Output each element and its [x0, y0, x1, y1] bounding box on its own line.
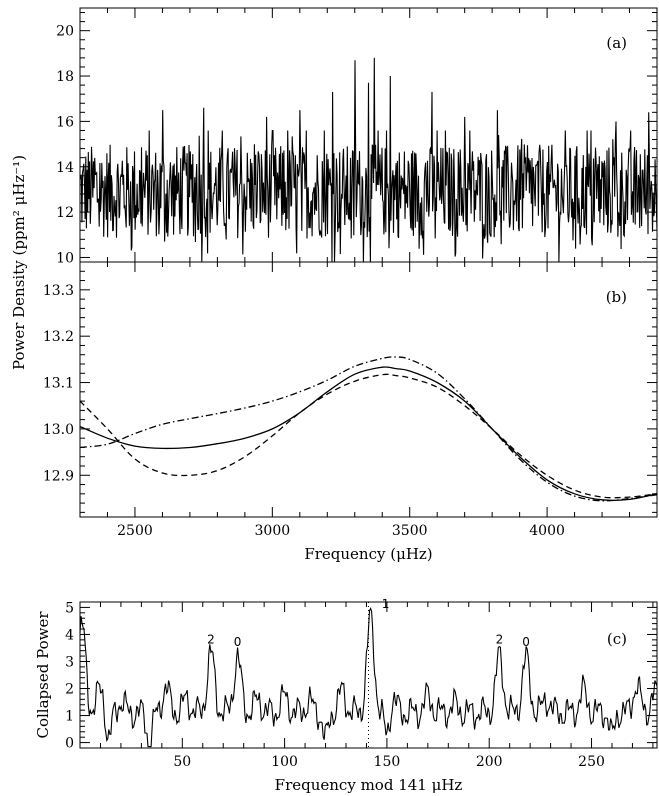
- y-tick-label: 12: [56, 205, 74, 221]
- y-tick-label: 3: [65, 654, 74, 670]
- panel-b: 2500 3000 3500 4000 12.9 13.0 13.1 13.2 13.3 (b) F…: [10, 155, 658, 563]
- y-tick-label: 20: [56, 24, 74, 40]
- y-tick-label: 13.3: [43, 283, 74, 299]
- y-tick-label: 13.2: [43, 329, 74, 345]
- peak-label: 0: [522, 635, 530, 649]
- x-tick-label: 4000: [529, 523, 565, 539]
- y-tick-label: 5: [65, 600, 74, 616]
- series-line-collapsed: [79, 607, 658, 748]
- x-tick-label: 3500: [392, 523, 428, 539]
- panel-b-frame: [79, 261, 658, 518]
- y-tick-label: 14: [56, 160, 74, 176]
- y-tick-label: 16: [56, 114, 74, 130]
- y-tick-label: 13.1: [43, 376, 74, 392]
- panel-tag: (b): [606, 288, 627, 306]
- x-tick-label: 3000: [255, 523, 291, 539]
- y-tick-label: 13.0: [43, 422, 74, 438]
- panel-a: 10 12 14 16 18 20 (a): [56, 7, 658, 266]
- y-tick-label: 4: [65, 627, 74, 643]
- series-line-dashdot: [79, 356, 658, 502]
- series-line-dashed: [79, 373, 658, 499]
- panel-tag: (c): [607, 630, 627, 648]
- panel-c: 2 0 1 2 0 50 100 150 200 250 0 1 2 3 4 5 (c) Frequency mo…: [34, 597, 658, 794]
- peak-label: 1: [382, 597, 390, 611]
- panel-tag: (a): [606, 34, 627, 52]
- y-tick-label: 2: [65, 682, 74, 698]
- x-axis-title: Frequency (μHz): [304, 545, 432, 563]
- y-tick-label: 18: [56, 69, 74, 85]
- x-tick-label: 2500: [117, 523, 153, 539]
- x-tick-label: 50: [173, 754, 191, 770]
- y-tick-label: 0: [65, 736, 74, 752]
- x-axis-title: Frequency mod 141 μHz: [275, 776, 463, 794]
- x-tick-label: 200: [476, 754, 503, 770]
- series-line-spectrum: [79, 57, 658, 263]
- x-tick-label: 250: [578, 754, 605, 770]
- x-tick-label: 150: [374, 754, 401, 770]
- y-axis-title: Power Density (ppm² μHz⁻¹): [10, 155, 28, 370]
- series-line-solid: [79, 366, 658, 502]
- y-tick-label: 10: [56, 250, 74, 266]
- peak-label: 0: [234, 635, 242, 649]
- y-tick-label: 12.9: [43, 468, 74, 484]
- peak-label: 2: [207, 632, 215, 646]
- peak-label: 2: [496, 632, 504, 646]
- y-tick-label: 1: [65, 709, 74, 725]
- y-axis-title: Collapsed Power: [34, 611, 52, 739]
- x-tick-label: 100: [271, 754, 298, 770]
